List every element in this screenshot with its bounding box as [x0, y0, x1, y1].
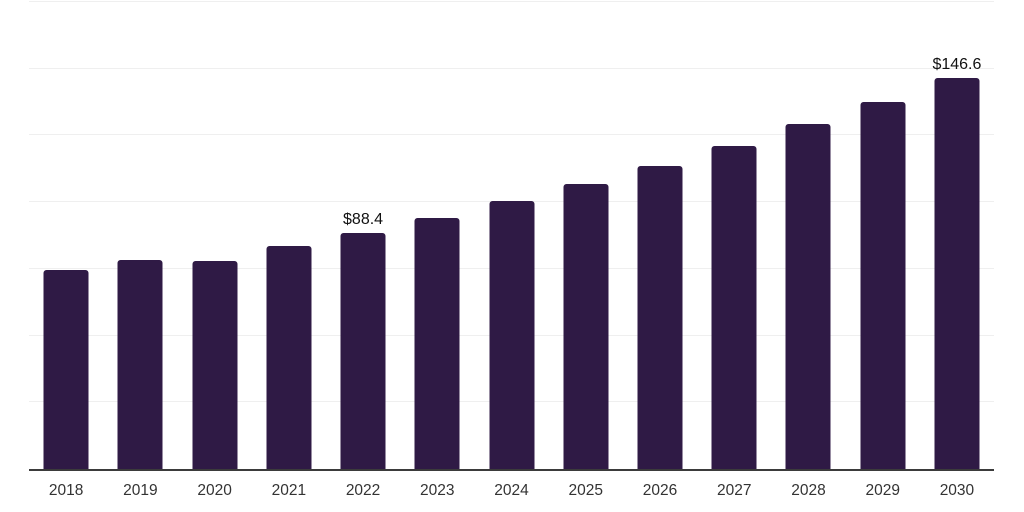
x-axis-labels: 2018 2019 2020 2021 2022 2023 2024 2025 2026 2027… [29, 480, 994, 502]
bars-container: $88.4 $146.6 [29, 2, 994, 469]
x-axis-label-2025: 2025 [568, 482, 603, 499]
x-axis-label-2021: 2021 [271, 482, 307, 499]
x-axis-label-2018: 2018 [48, 482, 84, 499]
bar-band-2026 [623, 2, 697, 469]
x-axis-label-2023: 2023 [420, 482, 455, 499]
bar-value-label-2022: $88.4 [343, 211, 384, 229]
bar-2022 [340, 233, 386, 469]
gridline-125 [29, 134, 994, 136]
bar-2027 [711, 145, 757, 469]
bar-2026 [637, 165, 683, 469]
bar-2029 [860, 101, 906, 469]
bar-band-2023 [400, 2, 474, 469]
bar-2028 [785, 124, 831, 469]
bar-2021 [266, 245, 312, 469]
bar-band-2027 [697, 2, 771, 469]
bar-band-2024 [474, 2, 548, 469]
bar-band-2021 [252, 2, 326, 469]
bar-band-2028 [771, 2, 845, 469]
plot-area: $88.4 $146.6 [29, 1, 994, 471]
bar-band-2025 [549, 2, 623, 469]
x-axis-label-2022: 2022 [345, 482, 381, 499]
x-axis-label-2026: 2026 [642, 482, 678, 499]
x-axis-label-2019: 2019 [123, 482, 158, 499]
bar-2020 [192, 261, 238, 469]
bar-band-2030: $146.6 [920, 2, 994, 469]
gridline-175 [29, 1, 994, 2]
bar-2019 [117, 259, 163, 469]
gridline-150 [29, 67, 994, 69]
x-axis-label-2029: 2029 [865, 482, 900, 499]
bar-2025 [563, 183, 609, 469]
x-axis-label-2020: 2020 [197, 482, 232, 499]
bar-band-2018 [29, 2, 103, 469]
bar-2024 [489, 201, 535, 469]
bar-2018 [43, 269, 89, 469]
x-axis-label-2028: 2028 [791, 482, 826, 499]
x-axis-label-2024: 2024 [494, 482, 529, 499]
bar-2030 [934, 77, 980, 469]
bar-band-2019 [103, 2, 177, 469]
bar-band-2020 [177, 2, 251, 469]
x-axis-label-2027: 2027 [716, 482, 752, 499]
bar-2023 [414, 217, 460, 469]
x-axis-label-2030: 2030 [939, 482, 975, 499]
bar-value-label-2030: $146.6 [932, 55, 982, 73]
bar-band-2029 [846, 2, 920, 469]
bar-band-2022: $88.4 [326, 2, 400, 469]
